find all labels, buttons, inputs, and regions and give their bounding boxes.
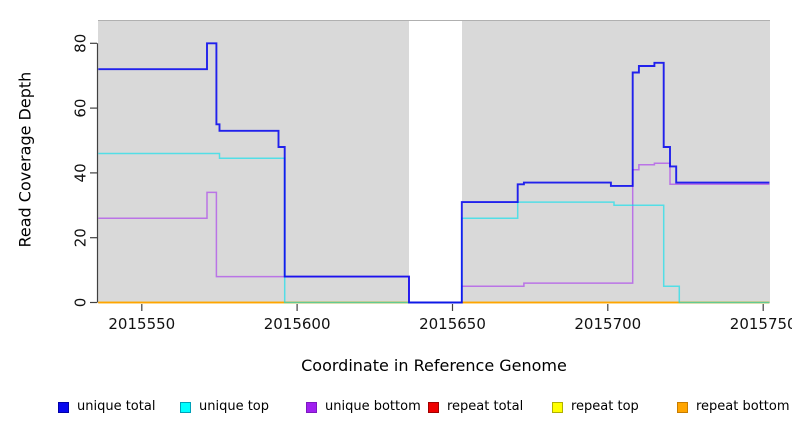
series-unique-top bbox=[98, 152, 770, 304]
legend-label: repeat bottom bbox=[696, 399, 790, 414]
legend-item-repeat-total: repeat total bbox=[428, 399, 523, 415]
legend-label: repeat total bbox=[447, 399, 524, 414]
unique-top-swatch-icon bbox=[180, 401, 191, 413]
y-tick-label: 20 bbox=[71, 228, 89, 247]
repeat-total-swatch-icon bbox=[428, 401, 439, 413]
legend-item-unique-top: unique top bbox=[180, 399, 269, 415]
y-tick-label: 0 bbox=[71, 298, 89, 308]
repeat-top-swatch-icon bbox=[552, 401, 563, 413]
x-tick-label: 2015600 bbox=[264, 315, 331, 333]
x-tick-label: 2015650 bbox=[419, 315, 486, 333]
panel-top-border bbox=[98, 20, 770, 21]
legend-item-unique-bottom: unique bottom bbox=[306, 399, 421, 415]
repeat-bottom-swatch-icon bbox=[677, 401, 688, 413]
unique-bottom-swatch-icon bbox=[306, 401, 317, 413]
legend-item-repeat-bottom: repeat bottom bbox=[677, 399, 790, 415]
legend-label: unique total bbox=[77, 399, 156, 414]
legend-label: repeat top bbox=[571, 399, 639, 414]
legend-label: unique top bbox=[199, 399, 270, 414]
y-axis-title: Read Coverage Depth bbox=[15, 71, 35, 248]
x-tick-label: 2015700 bbox=[574, 315, 641, 333]
series-unique-bottom bbox=[98, 162, 770, 304]
y-tick-label: 60 bbox=[71, 99, 89, 118]
unique-total-swatch-icon bbox=[58, 401, 69, 413]
y-tick-label: 80 bbox=[71, 34, 89, 53]
x-axis-title: Coordinate in Reference Genome bbox=[301, 356, 567, 375]
no-data-band bbox=[409, 14, 462, 303]
series-unique-total bbox=[98, 42, 770, 304]
x-tick-label: 2015550 bbox=[108, 315, 175, 333]
x-tick-label: 2015750 bbox=[730, 315, 792, 333]
y-tick-label: 40 bbox=[71, 163, 89, 182]
legend-item-unique-total: unique total bbox=[58, 399, 155, 415]
legend-item-repeat-top: repeat top bbox=[552, 399, 639, 415]
legend-label: unique bottom bbox=[325, 399, 421, 414]
